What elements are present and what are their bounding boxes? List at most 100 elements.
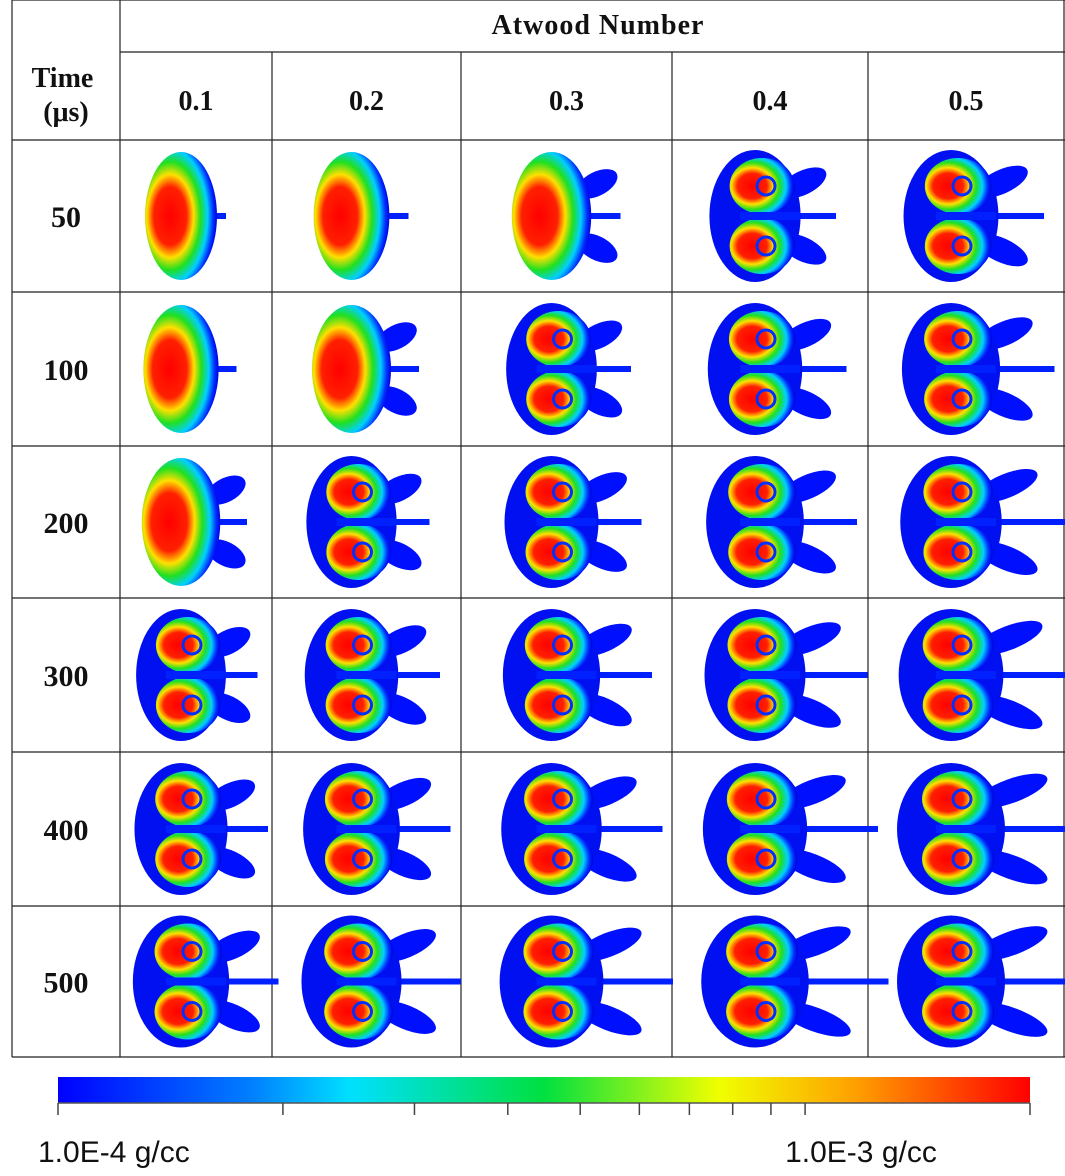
vortex-lobe xyxy=(925,158,991,214)
row-header: Time (μs) xyxy=(32,63,101,128)
vortex-lobe xyxy=(324,984,393,1040)
column-label: 0.2 xyxy=(349,86,384,117)
vortex-lobe xyxy=(525,677,592,733)
simulation-image xyxy=(705,609,868,741)
mid-gap xyxy=(740,671,800,679)
simulation-image xyxy=(503,609,652,741)
mid-gap xyxy=(740,365,800,373)
density-blob xyxy=(314,152,390,280)
vortex-lobe xyxy=(728,524,796,580)
vortex-lobe xyxy=(730,158,795,214)
vortex-lobe xyxy=(924,311,992,367)
vortex-lobe xyxy=(325,831,392,887)
column-label: 0.5 xyxy=(949,86,984,117)
mid-gap xyxy=(166,825,226,833)
column-label: 0.4 xyxy=(753,86,788,117)
simulation-image xyxy=(305,609,440,741)
vortex-lobe xyxy=(726,924,798,980)
vortex-lobe xyxy=(923,617,994,673)
density-blob xyxy=(312,305,391,433)
vortex-lobe xyxy=(729,371,795,427)
vortex-lobe xyxy=(726,984,798,1040)
column-label: 0.3 xyxy=(549,86,584,117)
vortex-lobe xyxy=(922,924,994,980)
vortex-lobe xyxy=(155,771,221,827)
vortex-lobe xyxy=(923,464,992,520)
vortex-lobe xyxy=(525,617,592,673)
mid-gap xyxy=(537,825,597,833)
simulation-image xyxy=(145,152,226,280)
mid-gap xyxy=(936,212,996,220)
mid-gap xyxy=(337,978,397,986)
vortex-lobe xyxy=(155,831,221,887)
simulation-image xyxy=(897,763,1065,895)
vortex-lobe xyxy=(523,924,593,980)
simulation-image xyxy=(134,763,268,895)
mid-gap xyxy=(936,518,996,526)
simulation-image xyxy=(706,456,857,588)
vortex-lobe xyxy=(526,464,592,520)
simulation-image xyxy=(136,609,257,741)
vortex-lobe xyxy=(524,831,593,887)
vortex-lobe xyxy=(326,464,390,520)
simulation-image xyxy=(897,916,1065,1048)
vortex-lobe xyxy=(526,524,592,580)
density-blob xyxy=(142,458,221,586)
simulation-image xyxy=(133,916,279,1048)
simulation-image xyxy=(143,305,236,433)
vortex-lobe xyxy=(156,617,220,673)
mid-gap xyxy=(537,671,597,679)
vortex-lobe xyxy=(325,771,392,827)
vortex-lobe xyxy=(924,371,992,427)
mid-gap xyxy=(337,518,397,526)
vortex-lobe xyxy=(526,311,591,367)
simulation-image xyxy=(703,763,878,895)
row-label: 500 xyxy=(44,967,89,1000)
simulation-image xyxy=(708,303,847,435)
vortex-lobe xyxy=(523,984,593,1040)
vortex-lobe xyxy=(324,924,393,980)
simulation-image xyxy=(505,456,642,588)
vortex-lobe xyxy=(155,984,222,1040)
figure: Atwood Number Time (μs) 0.10.20.30.40.55… xyxy=(0,0,1065,1176)
simulation-image xyxy=(899,609,1065,741)
simulation-image xyxy=(303,763,450,895)
vortex-lobe xyxy=(326,677,392,733)
density-blob xyxy=(145,152,217,280)
simulation-image xyxy=(501,763,662,895)
simulation-image xyxy=(701,916,888,1048)
header-title: Atwood Number xyxy=(492,10,705,41)
row-label: 50 xyxy=(51,201,81,234)
vortex-lobe xyxy=(727,771,797,827)
simulation-image xyxy=(506,303,631,435)
mid-gap xyxy=(537,978,597,986)
vortex-lobe xyxy=(326,524,390,580)
mid-gap xyxy=(740,825,800,833)
row-label: 100 xyxy=(44,354,89,387)
vortex-lobe xyxy=(155,924,222,980)
vortex-lobe xyxy=(526,371,591,427)
simulation-image xyxy=(312,305,422,433)
simulation-image xyxy=(306,456,429,588)
simulation-image xyxy=(709,150,836,282)
simulation-image xyxy=(301,916,461,1048)
vortex-lobe xyxy=(728,677,797,733)
vortex-lobe xyxy=(326,617,392,673)
row-label: 300 xyxy=(44,660,89,693)
simulation-image xyxy=(512,152,622,280)
vortex-lobe xyxy=(156,677,220,733)
mid-gap xyxy=(537,365,597,373)
vortex-lobe xyxy=(922,831,994,887)
mid-gap xyxy=(936,365,996,373)
vortex-lobe xyxy=(730,218,795,274)
vortex-lobe xyxy=(728,617,797,673)
vortex-lobe xyxy=(925,218,991,274)
mid-gap xyxy=(166,671,226,679)
simulation-image xyxy=(900,456,1065,588)
mid-gap xyxy=(936,978,996,986)
mid-gap xyxy=(740,518,800,526)
colorbar xyxy=(58,1077,1030,1103)
mid-gap xyxy=(936,825,996,833)
vortex-lobe xyxy=(923,677,994,733)
vortex-lobe xyxy=(922,984,994,1040)
